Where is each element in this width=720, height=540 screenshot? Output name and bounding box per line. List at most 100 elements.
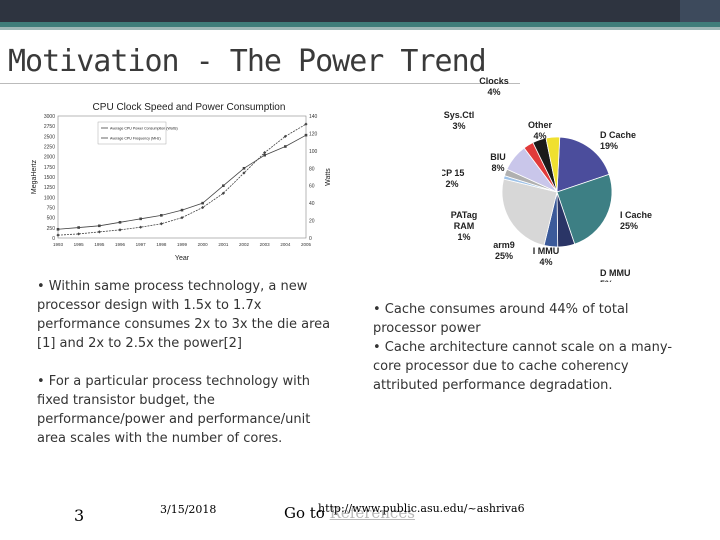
- pie-label-name-9-0: I MMU: [533, 246, 560, 256]
- legend-entry-0: Average CPU Power Consumption (Watts): [110, 127, 178, 131]
- y-tick-label-2: 500: [47, 216, 56, 222]
- bullet-design-area-power: • Within same process technology, a new …: [37, 279, 331, 351]
- y2-axis-label: Watts: [325, 168, 332, 186]
- series-0-point-6: [180, 208, 184, 212]
- goto-prefix: Go to: [284, 504, 325, 522]
- chart-legend: Average CPU Power Consumption (Watts) Ave…: [97, 121, 178, 145]
- author-url[interactable]: http://www.public.asu.edu/~ashriva6: [318, 502, 525, 515]
- top-decorative-band: [0, 0, 720, 22]
- series-0-point-4: [139, 217, 142, 221]
- y-tick-label-10: 2500: [44, 134, 55, 140]
- x-tick-label-1: 1995: [74, 242, 85, 247]
- x-tick-label-10: 2003: [260, 242, 271, 247]
- pie-label-pct-1: 3%: [452, 121, 465, 131]
- x-tick-label-11: 2004: [280, 242, 291, 247]
- pie-label-name-4-0: BIU: [490, 152, 506, 162]
- x-tick-label-0: 1993: [53, 242, 64, 247]
- bullet-cache-consumption: • Cache consumes around 44% of total pro…: [373, 302, 629, 336]
- x-tick-label-7: 2000: [198, 242, 209, 247]
- pie-label-name-0-0: Clocks: [479, 76, 509, 86]
- series-1-point-11: [283, 134, 287, 138]
- series-1-point-6: [180, 216, 184, 220]
- series-1-point-3: [118, 228, 122, 232]
- y-tick-label-5: 1250: [44, 185, 55, 191]
- bullet-cache-power: • Cache consumes around 44% of total pro…: [373, 300, 673, 395]
- y-tick-label-4: 1000: [44, 195, 55, 201]
- series-1-point-4: [139, 225, 143, 229]
- series-1-point-0: [56, 233, 60, 237]
- pie-label-5: CP 152%: [442, 168, 464, 189]
- pie-slice-other: [545, 136, 561, 193]
- pie-label-pct-2: 4%: [533, 131, 546, 141]
- y-tick-label-11: 2750: [44, 124, 55, 130]
- y-tick-label-0: 0: [52, 236, 55, 242]
- pie-label-name-3-0: D Cache: [600, 130, 636, 140]
- y2-tick-label-2: 40: [309, 201, 315, 207]
- pie-label-name-2-0: Other: [528, 120, 553, 130]
- pie-slice-i-cache: [556, 173, 613, 245]
- series-0-point-5: [160, 214, 163, 217]
- series-1-point-5: [159, 222, 163, 226]
- slide-number: 3: [74, 506, 85, 525]
- series-line-0: [57, 134, 307, 230]
- references-link[interactable]: References: [329, 504, 415, 522]
- pie-label-10: D MMU5%: [600, 268, 631, 282]
- series-1-point-8: [221, 191, 225, 195]
- x-tick-label-8: 2001: [218, 242, 229, 247]
- series-0-point-3: [118, 221, 122, 224]
- y-tick-label-7: 1750: [44, 165, 55, 171]
- pie-label-name-7-1: RAM: [454, 221, 475, 231]
- series-0-point-9: [242, 166, 246, 170]
- pie-slice-d-cache: [556, 136, 610, 193]
- y2-tick-label-6: 120: [309, 131, 318, 137]
- x-tick-label-9: 2002: [239, 242, 250, 247]
- x-axis-label: Year: [175, 255, 190, 262]
- y2-tick-label-7: 140: [309, 114, 318, 120]
- y-tick-label-3: 750: [47, 206, 56, 212]
- pie-label-name-8-0: arm9: [493, 240, 515, 250]
- series-1-point-12: [304, 122, 308, 126]
- series-1-point-10: [263, 151, 267, 155]
- series-0-point-1: [77, 226, 80, 229]
- y2-tick-label-0: 0: [309, 236, 312, 242]
- cpu-clock-power-chart: CPU Clock Speed and Power Consumption 0 25…: [31, 102, 332, 262]
- y2-tick-label-1: 20: [309, 219, 315, 225]
- slide-date: 3/15/2018: [160, 503, 217, 516]
- grey-divider: [0, 27, 720, 30]
- pie-label-name-6-0: I Cache: [620, 210, 652, 220]
- x-tick-label-4: 1997: [136, 242, 147, 247]
- y-tick-label-12: 3000: [44, 114, 55, 120]
- pie-label-pct-3: 19%: [600, 141, 618, 151]
- pie-label-pct-8: 25%: [495, 251, 513, 261]
- series-0-point-12: [304, 133, 308, 137]
- x-tick-label-5: 1998: [156, 242, 167, 247]
- pie-label-pct-7: 1%: [457, 232, 470, 242]
- y-axis-label: MegaHertz: [31, 159, 38, 194]
- series-0-point-0: [56, 227, 60, 231]
- pie-label-name-1-0: Sys.Ctl: [444, 110, 475, 120]
- teal-divider: [0, 22, 720, 27]
- pie-label-pct-10: 5%: [600, 279, 613, 282]
- pie-label-pct-4: 8%: [491, 163, 504, 173]
- series-0-point-7: [201, 201, 204, 205]
- series-1-point-2: [97, 230, 101, 234]
- top-accent-block: [680, 0, 720, 22]
- y2-tick-label-4: 80: [309, 166, 315, 172]
- slide-title: Motivation - The Power Trend: [8, 44, 487, 79]
- series-0-point-11: [284, 145, 287, 148]
- title-underline: [0, 83, 520, 84]
- chart-title: CPU Clock Speed and Power Consumption: [93, 102, 286, 113]
- pie-slice-arm9: [501, 178, 558, 246]
- legend-entry-1: Average CPU Frequency (MHz): [110, 137, 161, 141]
- x-tick-label-3: 1996: [115, 242, 126, 247]
- x-tick-label-12: 2005: [301, 242, 312, 247]
- pie-label-name-10-0: D MMU: [600, 268, 631, 278]
